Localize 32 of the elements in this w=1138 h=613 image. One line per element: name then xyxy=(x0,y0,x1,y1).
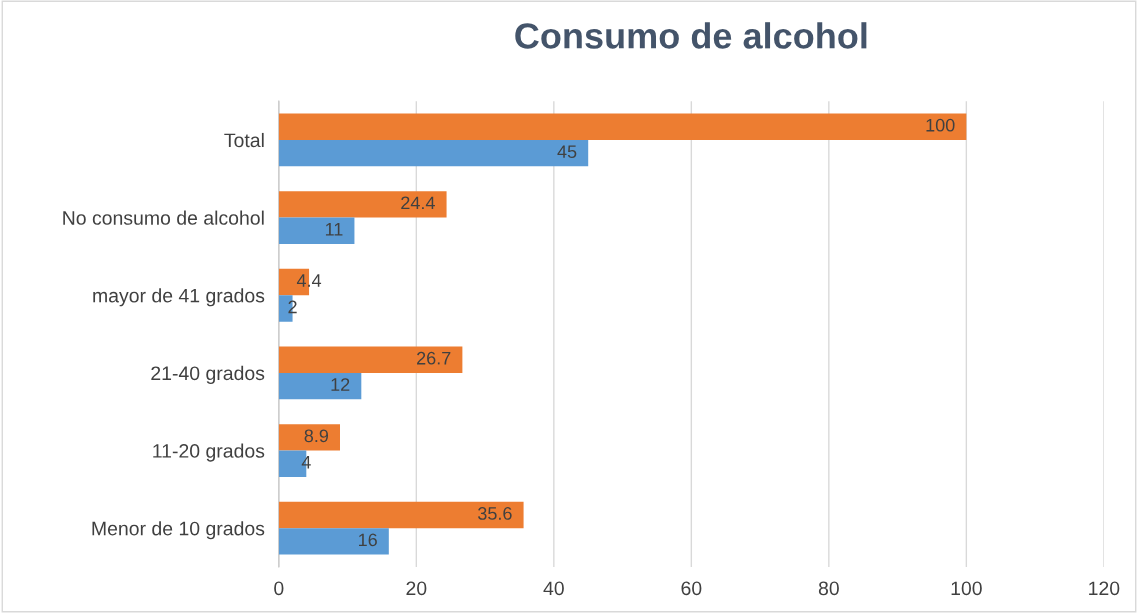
data-label: 100 xyxy=(926,118,955,132)
data-label: 24.4 xyxy=(401,196,435,210)
x-tick-label: 80 xyxy=(818,581,839,596)
data-label: 8.9 xyxy=(304,429,329,443)
data-label: 26.7 xyxy=(417,351,451,365)
bar xyxy=(278,346,463,373)
bar xyxy=(278,424,340,451)
x-tick-label: 0 xyxy=(274,581,284,596)
x-tick-label: 40 xyxy=(543,581,564,596)
y-tick-label: Total xyxy=(224,132,264,148)
bar xyxy=(278,113,967,140)
bar xyxy=(278,528,389,555)
y-tick-label: 11-20 grados xyxy=(153,443,265,462)
x-tick-label: 60 xyxy=(681,581,702,596)
chart-title: Consumo de alcohol xyxy=(515,22,867,49)
data-label: 16 xyxy=(359,533,377,547)
data-label: 12 xyxy=(331,378,350,391)
x-tick-label: 100 xyxy=(951,581,982,596)
x-tick-label: 20 xyxy=(406,581,427,596)
bar xyxy=(278,372,362,400)
data-label: 11 xyxy=(325,223,343,236)
y-tick-label: mayor de 41 grados xyxy=(93,288,265,307)
bar xyxy=(278,501,524,529)
data-label: 35.6 xyxy=(478,507,512,520)
y-tick-label: 21-40 grados xyxy=(151,365,265,384)
y-tick-label: Menor de 10 grados xyxy=(92,521,265,540)
x-tick-label: 120 xyxy=(1089,581,1120,596)
bar xyxy=(278,139,589,167)
y-tick-label: No consumo de alcohol xyxy=(63,210,264,225)
data-label: 45 xyxy=(557,145,577,159)
bar xyxy=(278,217,355,245)
bar xyxy=(278,191,447,218)
